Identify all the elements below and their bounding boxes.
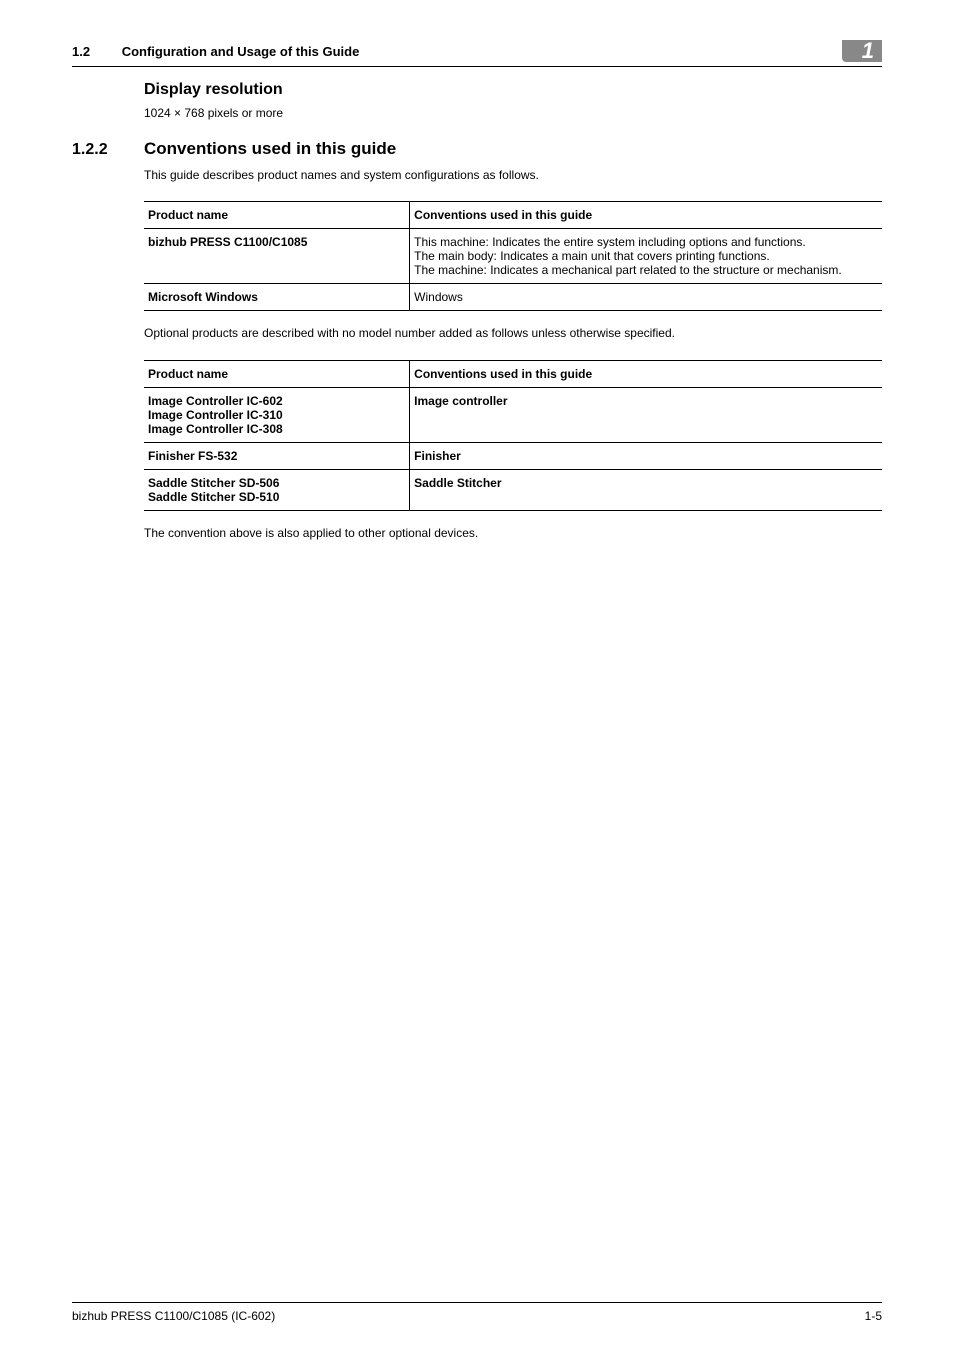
table2-head-right: Conventions used in this guide [410,360,882,387]
header-rule [72,66,882,67]
closing-text: The convention above is also applied to … [144,525,882,541]
table-row: Image Controller IC-602 Image Controller… [144,387,882,442]
content: Display resolution 1024 × 768 pixels or … [144,81,882,121]
table-cell-convention: Windows [410,284,882,311]
conventions-table-2: Product name Conventions used in this gu… [144,360,882,511]
footer-right: 1-5 [865,1309,882,1323]
table1-head-right: Conventions used in this guide [410,202,882,229]
table1-head-left: Product name [144,202,410,229]
table-cell-product: Microsoft Windows [144,284,410,311]
table2-body: Image Controller IC-602 Image Controller… [144,387,882,510]
table-cell-product: Image Controller IC-602 Image Controller… [144,387,410,442]
table2-head-left: Product name [144,360,410,387]
table-header-row: Product name Conventions used in this gu… [144,202,882,229]
header-title: Configuration and Usage of this Guide [122,44,360,59]
optional-intro: Optional products are described with no … [144,325,882,341]
table-row: Finisher FS-532Finisher [144,442,882,469]
chapter-tab: 1 [842,40,882,62]
table-cell-convention: Saddle Stitcher [410,469,882,510]
table1-body: bizhub PRESS C1100/C1085This machine: In… [144,229,882,311]
table-row: Saddle Stitcher SD-506 Saddle Stitcher S… [144,469,882,510]
display-resolution-text: 1024 × 768 pixels or more [144,105,882,121]
section-122-intro: This guide describes product names and s… [144,167,882,183]
table-cell-product: Finisher FS-532 [144,442,410,469]
page: 1.2 Configuration and Usage of this Guid… [0,0,954,1351]
table-cell-convention: Finisher [410,442,882,469]
conventions-table-1: Product name Conventions used in this gu… [144,201,882,311]
table-header-row: Product name Conventions used in this gu… [144,360,882,387]
table-cell-product: Saddle Stitcher SD-506 Saddle Stitcher S… [144,469,410,510]
table-cell-product: bizhub PRESS C1100/C1085 [144,229,410,284]
section-122-title: Conventions used in this guide [144,139,396,159]
running-header: 1.2 Configuration and Usage of this Guid… [72,40,882,66]
table-row: Microsoft WindowsWindows [144,284,882,311]
section-122-num: 1.2.2 [72,141,144,159]
table-cell-convention: This machine: Indicates the entire syste… [410,229,882,284]
table-row: bizhub PRESS C1100/C1085This machine: In… [144,229,882,284]
header-left: 1.2 Configuration and Usage of this Guid… [72,44,359,59]
table-cell-convention: Image controller [410,387,882,442]
display-resolution-heading: Display resolution [144,81,882,99]
page-footer: bizhub PRESS C1100/C1085 (IC-602) 1-5 [72,1302,882,1323]
section-122-heading-row: 1.2.2 Conventions used in this guide [72,139,882,159]
section-122-body: This guide describes product names and s… [144,167,882,541]
footer-left: bizhub PRESS C1100/C1085 (IC-602) [72,1309,275,1323]
header-section-num: 1.2 [72,44,90,59]
